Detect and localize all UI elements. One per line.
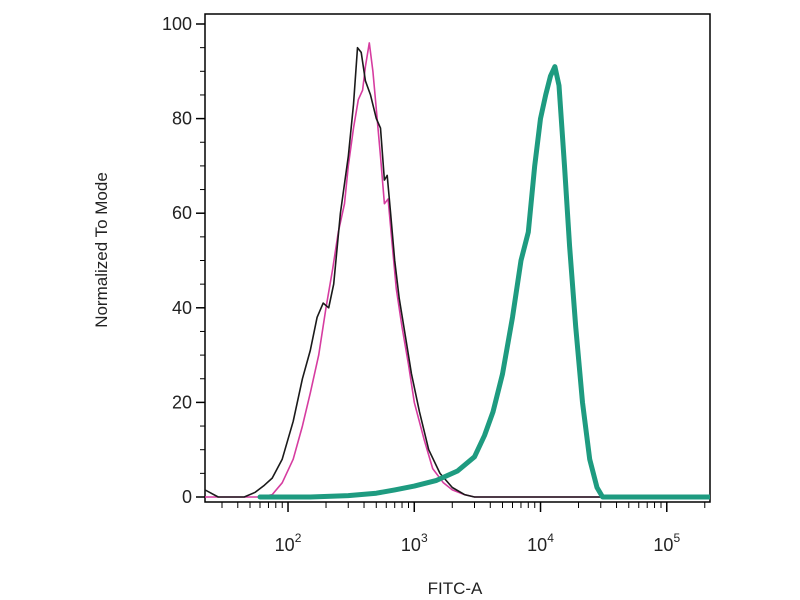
y-tick-label: 60 <box>172 203 192 223</box>
x-tick-label: 103 <box>401 531 428 555</box>
y-tick-label: 80 <box>172 109 192 129</box>
y-tick-label: 40 <box>172 298 192 318</box>
histogram-series-3 <box>257 64 710 500</box>
y-axis-title: Normalized To Mode <box>92 172 111 328</box>
x-tick-label: 105 <box>653 531 680 555</box>
plot-frame <box>204 13 711 503</box>
plot-area <box>204 13 711 503</box>
x-tick-label: 102 <box>275 531 302 555</box>
histogram-series-2 <box>205 46 710 498</box>
x-tick-label: 104 <box>527 531 554 555</box>
y-axis: 0 20 40 60 80 100 <box>162 14 205 507</box>
histogram-series-1 <box>205 42 710 498</box>
x-axis-title: FITC-A <box>428 579 483 598</box>
y-tick-label: 0 <box>182 487 192 507</box>
y-tick-label: 100 <box>162 14 192 34</box>
x-axis: 102 103 104 105 <box>221 502 706 555</box>
y-tick-label: 20 <box>172 392 192 412</box>
